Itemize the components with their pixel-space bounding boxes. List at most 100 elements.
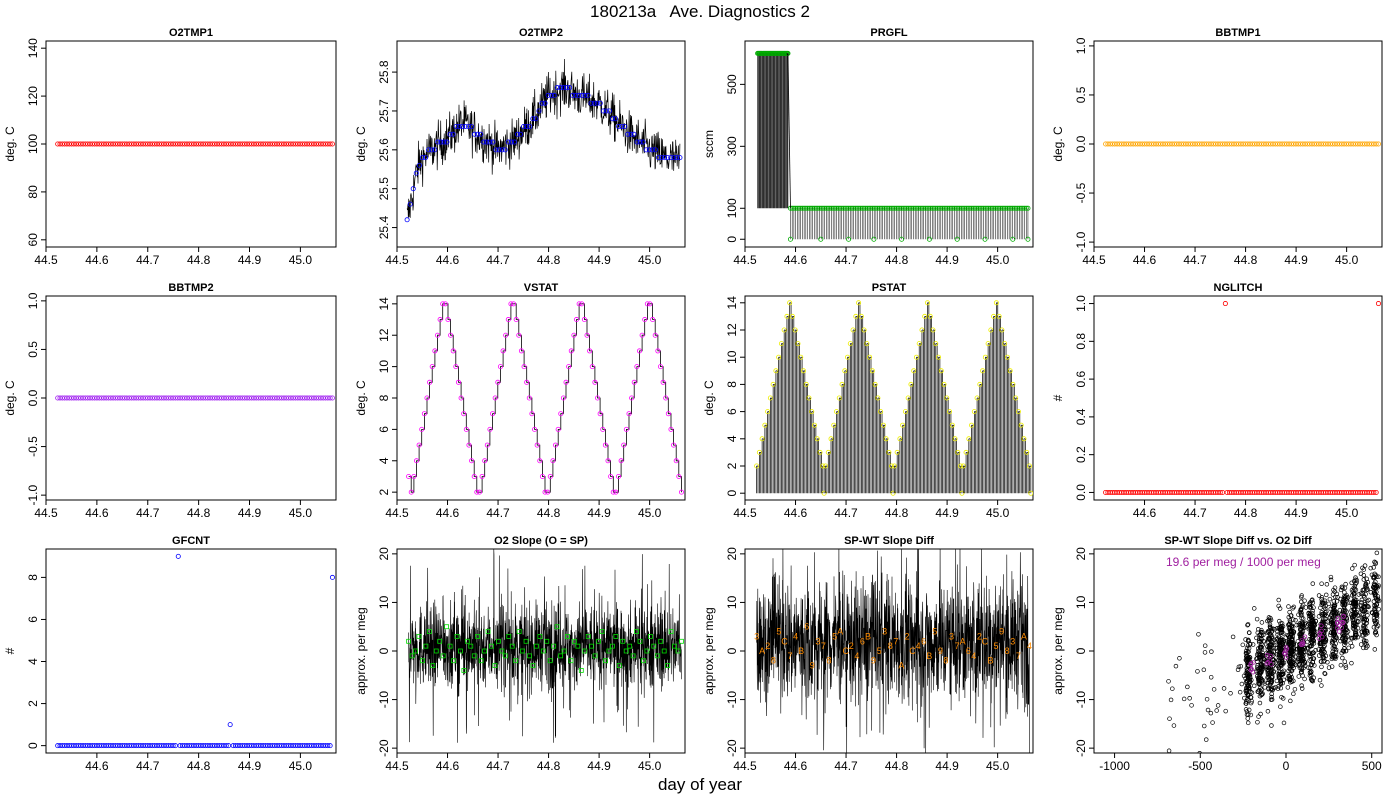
y-tick-label: -20 <box>377 739 391 757</box>
x-tick-label: 44.9 <box>238 253 262 267</box>
data-point <box>408 489 414 495</box>
data-point <box>306 395 312 401</box>
data-point <box>200 743 206 749</box>
data-point-label: C <box>982 636 989 646</box>
data-point <box>1221 686 1227 691</box>
data-point <box>156 743 162 749</box>
data-point <box>864 205 870 211</box>
data-point <box>534 643 539 649</box>
data-point <box>327 743 333 749</box>
data-point <box>585 92 591 98</box>
data-point-label: C <box>781 636 788 646</box>
data-point <box>219 743 225 749</box>
data-point <box>936 354 942 360</box>
data-point <box>1170 686 1175 691</box>
data-point <box>1354 580 1359 585</box>
data-point <box>430 663 436 668</box>
data-point <box>537 634 543 639</box>
data-point <box>140 743 146 749</box>
data-point <box>564 85 570 91</box>
data-point <box>603 108 609 114</box>
y-tick-label: 0.2 <box>1074 446 1088 463</box>
data-point <box>1265 669 1271 674</box>
data-point <box>279 743 285 749</box>
data-point <box>1308 643 1314 649</box>
data-point <box>1319 683 1324 688</box>
data-point <box>124 395 130 401</box>
data-point <box>258 743 264 749</box>
data-point-label: 5 <box>832 631 837 641</box>
data-point <box>542 100 548 106</box>
spike-point <box>1222 301 1228 307</box>
data-point <box>668 426 674 432</box>
data-point <box>1300 655 1306 660</box>
plot-area <box>406 301 684 495</box>
data-point <box>1331 587 1336 593</box>
data-point <box>274 141 280 147</box>
data-point <box>411 473 417 479</box>
x-tick-label: -500 <box>1188 759 1212 773</box>
data-point <box>597 411 603 417</box>
data-point <box>1310 600 1316 605</box>
data-point <box>603 658 608 664</box>
data-point-label: A <box>837 627 843 637</box>
data-point <box>1246 655 1252 661</box>
data-point <box>1286 604 1291 609</box>
data-point <box>776 354 782 360</box>
data-point <box>933 205 939 211</box>
spike-point <box>1375 301 1381 307</box>
data-point <box>1189 703 1194 708</box>
data-point <box>410 186 416 192</box>
y-tick-label: -0.5 <box>1074 182 1088 203</box>
data-point <box>526 395 532 401</box>
data-point <box>59 141 65 147</box>
data-point <box>1254 656 1259 662</box>
data-point <box>138 141 144 147</box>
data-point-label: A <box>1021 631 1027 641</box>
data-point <box>991 313 997 319</box>
data-point <box>1355 599 1361 605</box>
data-point <box>576 301 582 307</box>
data-point <box>1308 614 1314 619</box>
y-tick-label: 10 <box>377 595 391 609</box>
y-tick-label: 8 <box>377 394 391 401</box>
data-point <box>262 141 268 147</box>
data-point <box>145 743 151 749</box>
data-point <box>1240 642 1246 648</box>
data-point <box>1330 651 1336 657</box>
data-point <box>311 395 317 401</box>
y-tick-label: 20 <box>1074 547 1088 561</box>
data-point <box>438 139 444 145</box>
data-point <box>575 643 581 649</box>
data-point <box>117 141 123 147</box>
data-point <box>472 131 478 137</box>
x-tick-label: 45.0 <box>986 759 1010 773</box>
y-axis-label: deg. C <box>702 380 716 416</box>
data-point <box>1255 689 1261 694</box>
data-point <box>547 658 553 664</box>
data-point <box>202 141 208 147</box>
data-point <box>834 409 840 415</box>
data-point <box>671 155 677 161</box>
data-point <box>913 354 919 360</box>
data-point <box>1245 675 1251 680</box>
data-point <box>886 449 892 455</box>
data-point <box>1301 625 1307 630</box>
data-point <box>1362 631 1368 636</box>
data-point <box>679 638 684 644</box>
data-point <box>432 147 438 153</box>
data-point <box>1313 618 1318 624</box>
data-point <box>545 92 551 98</box>
data-point <box>1246 630 1252 635</box>
data-point <box>1004 205 1010 211</box>
data-point <box>1276 672 1282 678</box>
data-point <box>1276 603 1281 609</box>
data-point <box>1323 603 1328 609</box>
x-tick-label: 44.6 <box>784 759 808 773</box>
data-point <box>476 489 482 495</box>
data-point <box>902 205 908 211</box>
data-point <box>1349 635 1354 641</box>
data-point <box>1333 649 1339 655</box>
drop-point <box>871 236 877 242</box>
data-point <box>122 395 128 401</box>
